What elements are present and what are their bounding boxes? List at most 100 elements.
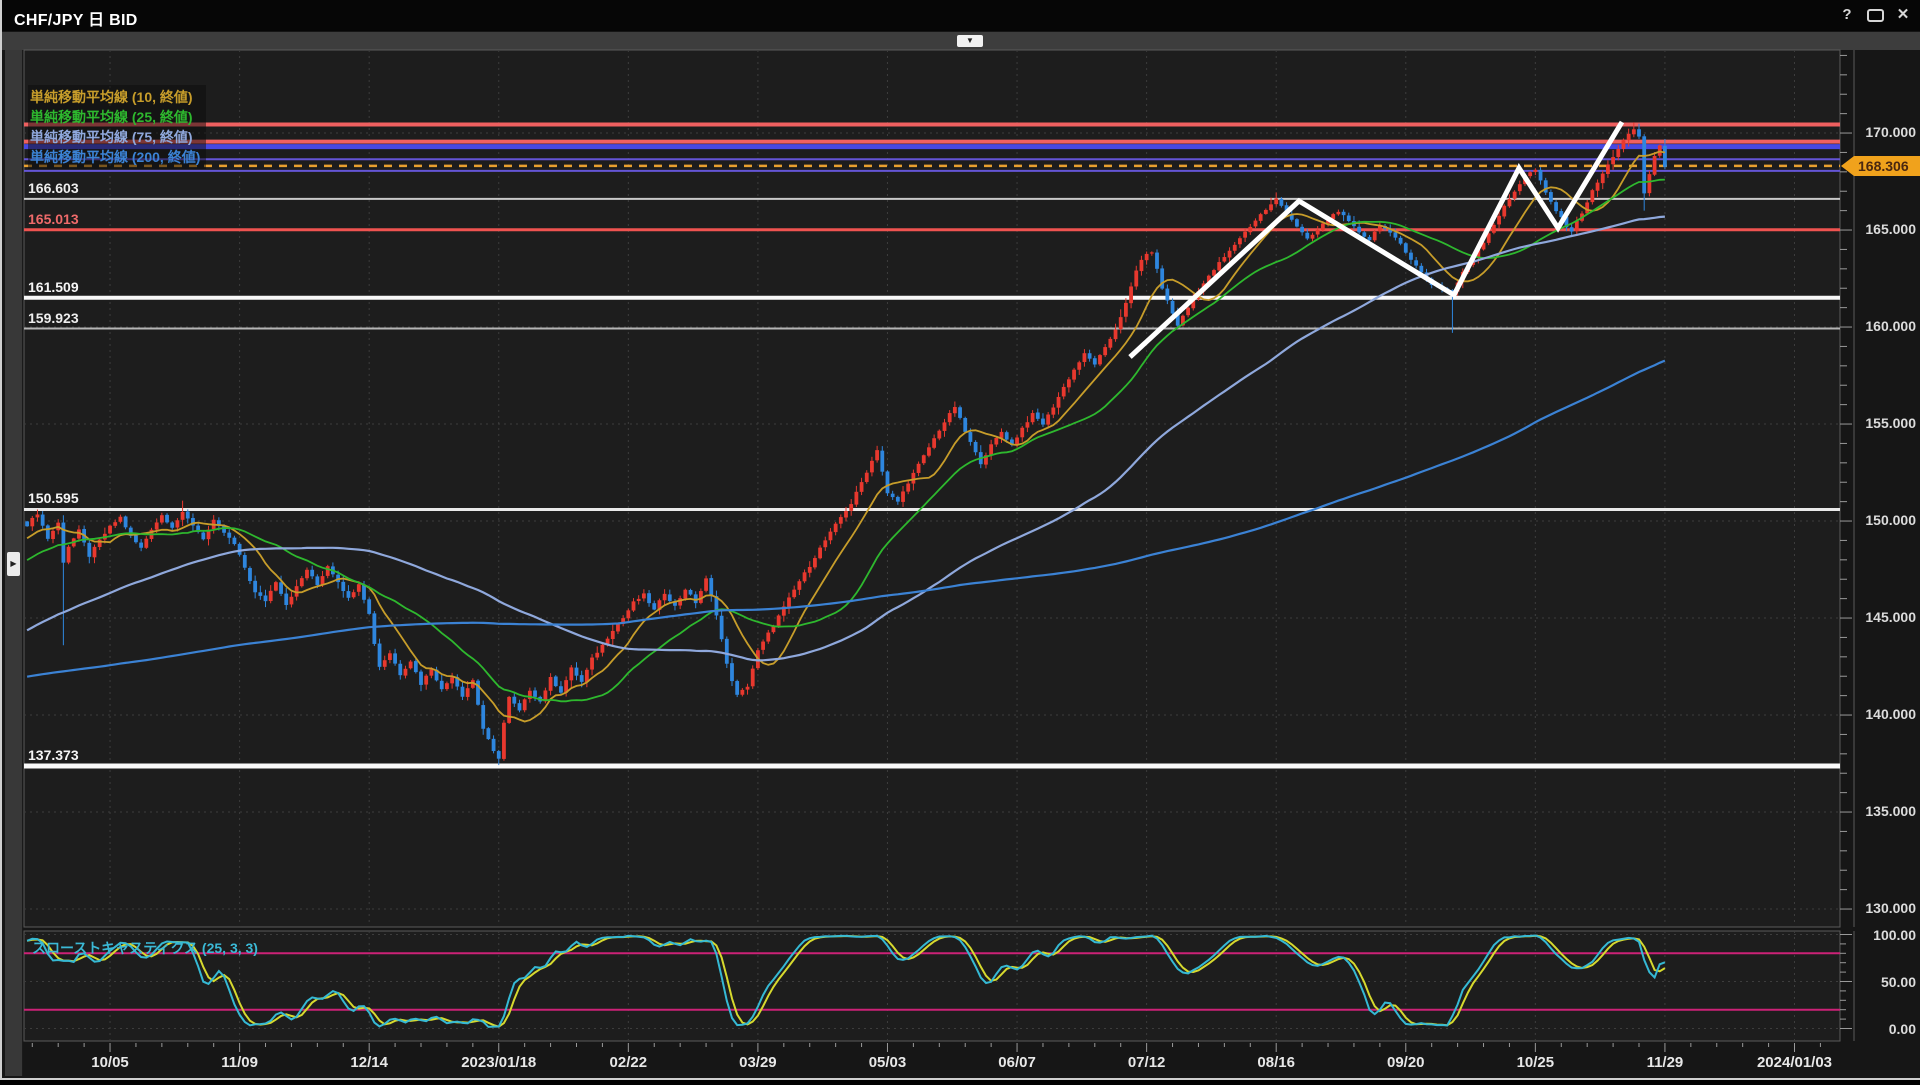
candle-body bbox=[1082, 353, 1087, 363]
candle-body bbox=[802, 572, 807, 582]
candle-body bbox=[377, 643, 382, 667]
price-line-label-150.595: 150.595 bbox=[28, 490, 79, 507]
candle-body bbox=[1025, 422, 1030, 428]
candle-body bbox=[372, 613, 377, 644]
candle-body bbox=[522, 699, 527, 711]
candle-body bbox=[787, 597, 791, 607]
candle-body bbox=[553, 676, 558, 687]
candle-body bbox=[1072, 369, 1076, 380]
candle-body bbox=[1626, 133, 1631, 141]
y-axis-label-155.000: 155.000 bbox=[1865, 415, 1916, 432]
legend-sma25[interactable]: 単純移動平均線 (25, 終値) bbox=[30, 109, 193, 125]
candle-body bbox=[419, 671, 423, 685]
candle-body bbox=[683, 589, 688, 599]
candle-body bbox=[403, 668, 408, 676]
candle-body bbox=[631, 601, 636, 611]
candle-body bbox=[698, 591, 703, 603]
y-axis-label-130.000: 130.000 bbox=[1865, 900, 1916, 917]
candle-body bbox=[476, 680, 480, 705]
candle-body bbox=[797, 581, 802, 590]
candle-body bbox=[1393, 232, 1398, 238]
x-axis-label-07/12: 07/12 bbox=[1127, 1054, 1166, 1071]
price-line-label-137.373: 137.373 bbox=[28, 746, 79, 763]
candle-body bbox=[491, 738, 496, 752]
left-panel-strip: ▶ bbox=[5, 50, 23, 1076]
candle-body bbox=[818, 547, 822, 559]
candle-body bbox=[667, 594, 672, 601]
candle-body bbox=[921, 455, 926, 464]
stoch-k-line bbox=[26, 934, 1666, 1028]
toolbar-dropdown-button[interactable]: ▼ bbox=[957, 35, 983, 47]
candle-body bbox=[1077, 362, 1082, 370]
legend-sma200[interactable]: 単純移動平均線 (200, 終値) bbox=[30, 149, 201, 165]
candle-body bbox=[963, 417, 968, 432]
candle-body bbox=[527, 690, 532, 700]
candle-body bbox=[766, 632, 771, 642]
help-button[interactable]: ? bbox=[1842, 6, 1852, 23]
x-axis-label-10/05: 10/05 bbox=[91, 1054, 129, 1071]
candle-body bbox=[1149, 252, 1154, 254]
x-axis-label-06/07: 06/07 bbox=[998, 1054, 1036, 1071]
candle-body bbox=[1574, 220, 1579, 232]
candle-body bbox=[1637, 129, 1641, 137]
candle-body bbox=[320, 576, 325, 585]
candle-body bbox=[61, 522, 66, 563]
candle-body bbox=[139, 542, 144, 548]
candle-body bbox=[1144, 253, 1149, 261]
candle-body bbox=[108, 525, 112, 534]
candle-body bbox=[1222, 257, 1227, 262]
candle-body bbox=[600, 644, 605, 653]
stoch-axis-label-50.00: 50.00 bbox=[1880, 973, 1916, 990]
y-axis-label-140.000: 140.000 bbox=[1865, 706, 1916, 723]
candle-body bbox=[1160, 268, 1165, 289]
candle-body bbox=[1476, 249, 1481, 258]
candle-body bbox=[844, 511, 848, 518]
candle-body bbox=[310, 569, 315, 577]
stochastics-legend[interactable]: スローストキャスティクス (25, 3, 3) bbox=[32, 940, 258, 956]
candle-body bbox=[413, 661, 418, 673]
candle-body bbox=[434, 669, 439, 681]
candle-body bbox=[984, 455, 988, 465]
sma-legend[interactable]: 単純移動平均線 (10, 終値) 単純移動平均線 (25, 終値) 単純移動平均線 … bbox=[28, 85, 207, 169]
y-axis-label-145.000: 145.000 bbox=[1865, 609, 1916, 626]
candle-body bbox=[864, 472, 869, 482]
candle-body bbox=[569, 667, 574, 681]
candle-body bbox=[647, 593, 651, 604]
candle-body bbox=[1030, 413, 1035, 423]
candle-body bbox=[66, 546, 71, 563]
candle-body bbox=[952, 406, 957, 414]
candle-body bbox=[113, 522, 118, 526]
legend-sma75[interactable]: 単純移動平均線 (75, 終値) bbox=[30, 129, 193, 145]
candle-body bbox=[1559, 211, 1564, 218]
candle-body bbox=[813, 558, 817, 568]
candle-body bbox=[911, 472, 916, 484]
candle-body bbox=[828, 531, 833, 541]
candle-body bbox=[833, 523, 838, 533]
candle-body bbox=[880, 450, 885, 472]
candle-body bbox=[947, 413, 952, 423]
legend-sma10[interactable]: 単純移動平均線 (10, 終値) bbox=[30, 89, 193, 105]
candle-body bbox=[714, 596, 719, 616]
candle-body bbox=[1015, 437, 1019, 446]
candle-body bbox=[854, 491, 859, 505]
candle-body bbox=[1346, 215, 1351, 222]
candle-body bbox=[807, 566, 812, 573]
candle-body bbox=[942, 422, 947, 431]
candle-body bbox=[1554, 202, 1558, 212]
candle-body bbox=[875, 450, 880, 461]
zigzag-annotation[interactable] bbox=[1128, 120, 1625, 359]
candle-body bbox=[196, 525, 201, 532]
panel-expand-button[interactable]: ▶ bbox=[7, 552, 20, 576]
candle-body bbox=[916, 463, 921, 473]
sub-plot-background[interactable] bbox=[23, 930, 1841, 1042]
candle-body bbox=[750, 668, 755, 687]
candle-body bbox=[1657, 145, 1662, 156]
main-plot-background[interactable] bbox=[23, 49, 1841, 928]
close-button[interactable]: ✕ bbox=[1896, 6, 1910, 23]
maximize-button[interactable] bbox=[1864, 5, 1886, 25]
candle-body bbox=[1212, 270, 1216, 276]
candle-body bbox=[170, 522, 175, 528]
